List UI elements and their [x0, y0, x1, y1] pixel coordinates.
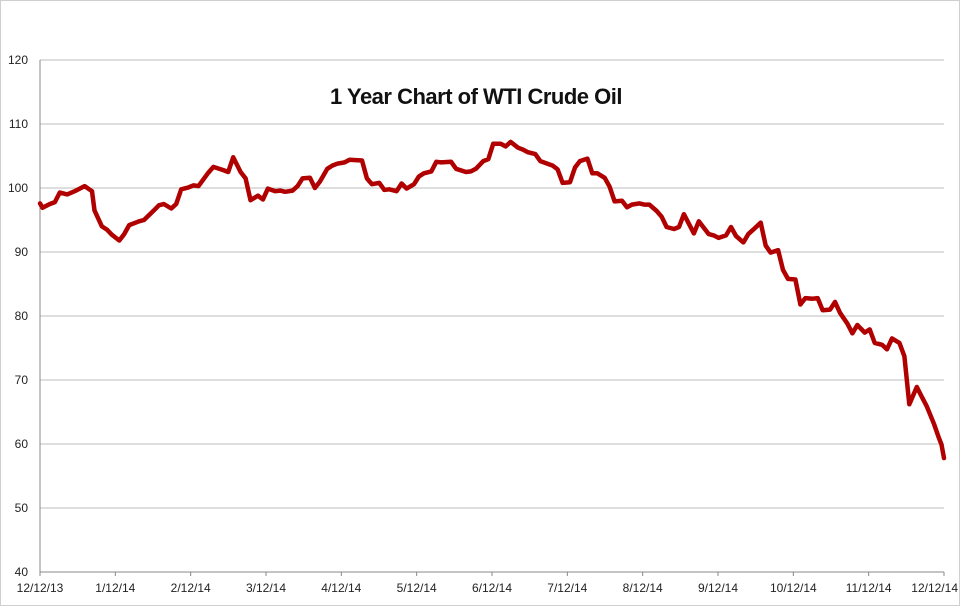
- y-tick-label-100: 100: [8, 181, 28, 195]
- x-axis-tick-labels: 12/12/13 1/12/14 2/12/14 3/12/14 4/12/14 5/12…: [17, 581, 959, 595]
- y-tick-label-120: 120: [8, 53, 28, 67]
- axes: [39, 60, 945, 576]
- gridlines: [40, 59, 944, 573]
- x-tick-label: 7/12/14: [547, 581, 587, 595]
- x-tick-label: 6/12/14: [472, 581, 512, 595]
- x-tick-label: 8/12/14: [623, 581, 663, 595]
- x-tick-label: 11/12/14: [846, 581, 892, 595]
- y-tick-label-80: 80: [15, 309, 29, 323]
- y-tick-label-110: 110: [9, 117, 28, 131]
- y-tick-label-40: 40: [15, 565, 29, 579]
- x-tick-label: 12/12/14: [911, 581, 958, 595]
- x-tick-label: 2/12/14: [171, 581, 211, 595]
- x-tick-label: 4/12/14: [321, 581, 361, 595]
- y-tick-label-70: 70: [15, 373, 29, 387]
- series-layer: [37, 139, 947, 461]
- y-tick-label-60: 60: [15, 437, 29, 451]
- x-tick-label: 5/12/14: [397, 581, 437, 595]
- y-tick-label-50: 50: [15, 501, 29, 515]
- chart-title: 1 Year Chart of WTI Crude Oil: [330, 84, 622, 109]
- x-tick-label: 9/12/14: [698, 581, 738, 595]
- x-tick-label: 12/12/13: [17, 581, 64, 595]
- series-line-wti: [37, 139, 947, 461]
- x-tick-label: 10/12/14: [770, 581, 817, 595]
- y-axis-tick-labels: 40 50 60 70 80 90 100 110 120: [8, 53, 28, 579]
- x-tick-label: 3/12/14: [246, 581, 286, 595]
- y-tick-label-90: 90: [15, 245, 29, 259]
- x-tick-label: 1/12/14: [95, 581, 135, 595]
